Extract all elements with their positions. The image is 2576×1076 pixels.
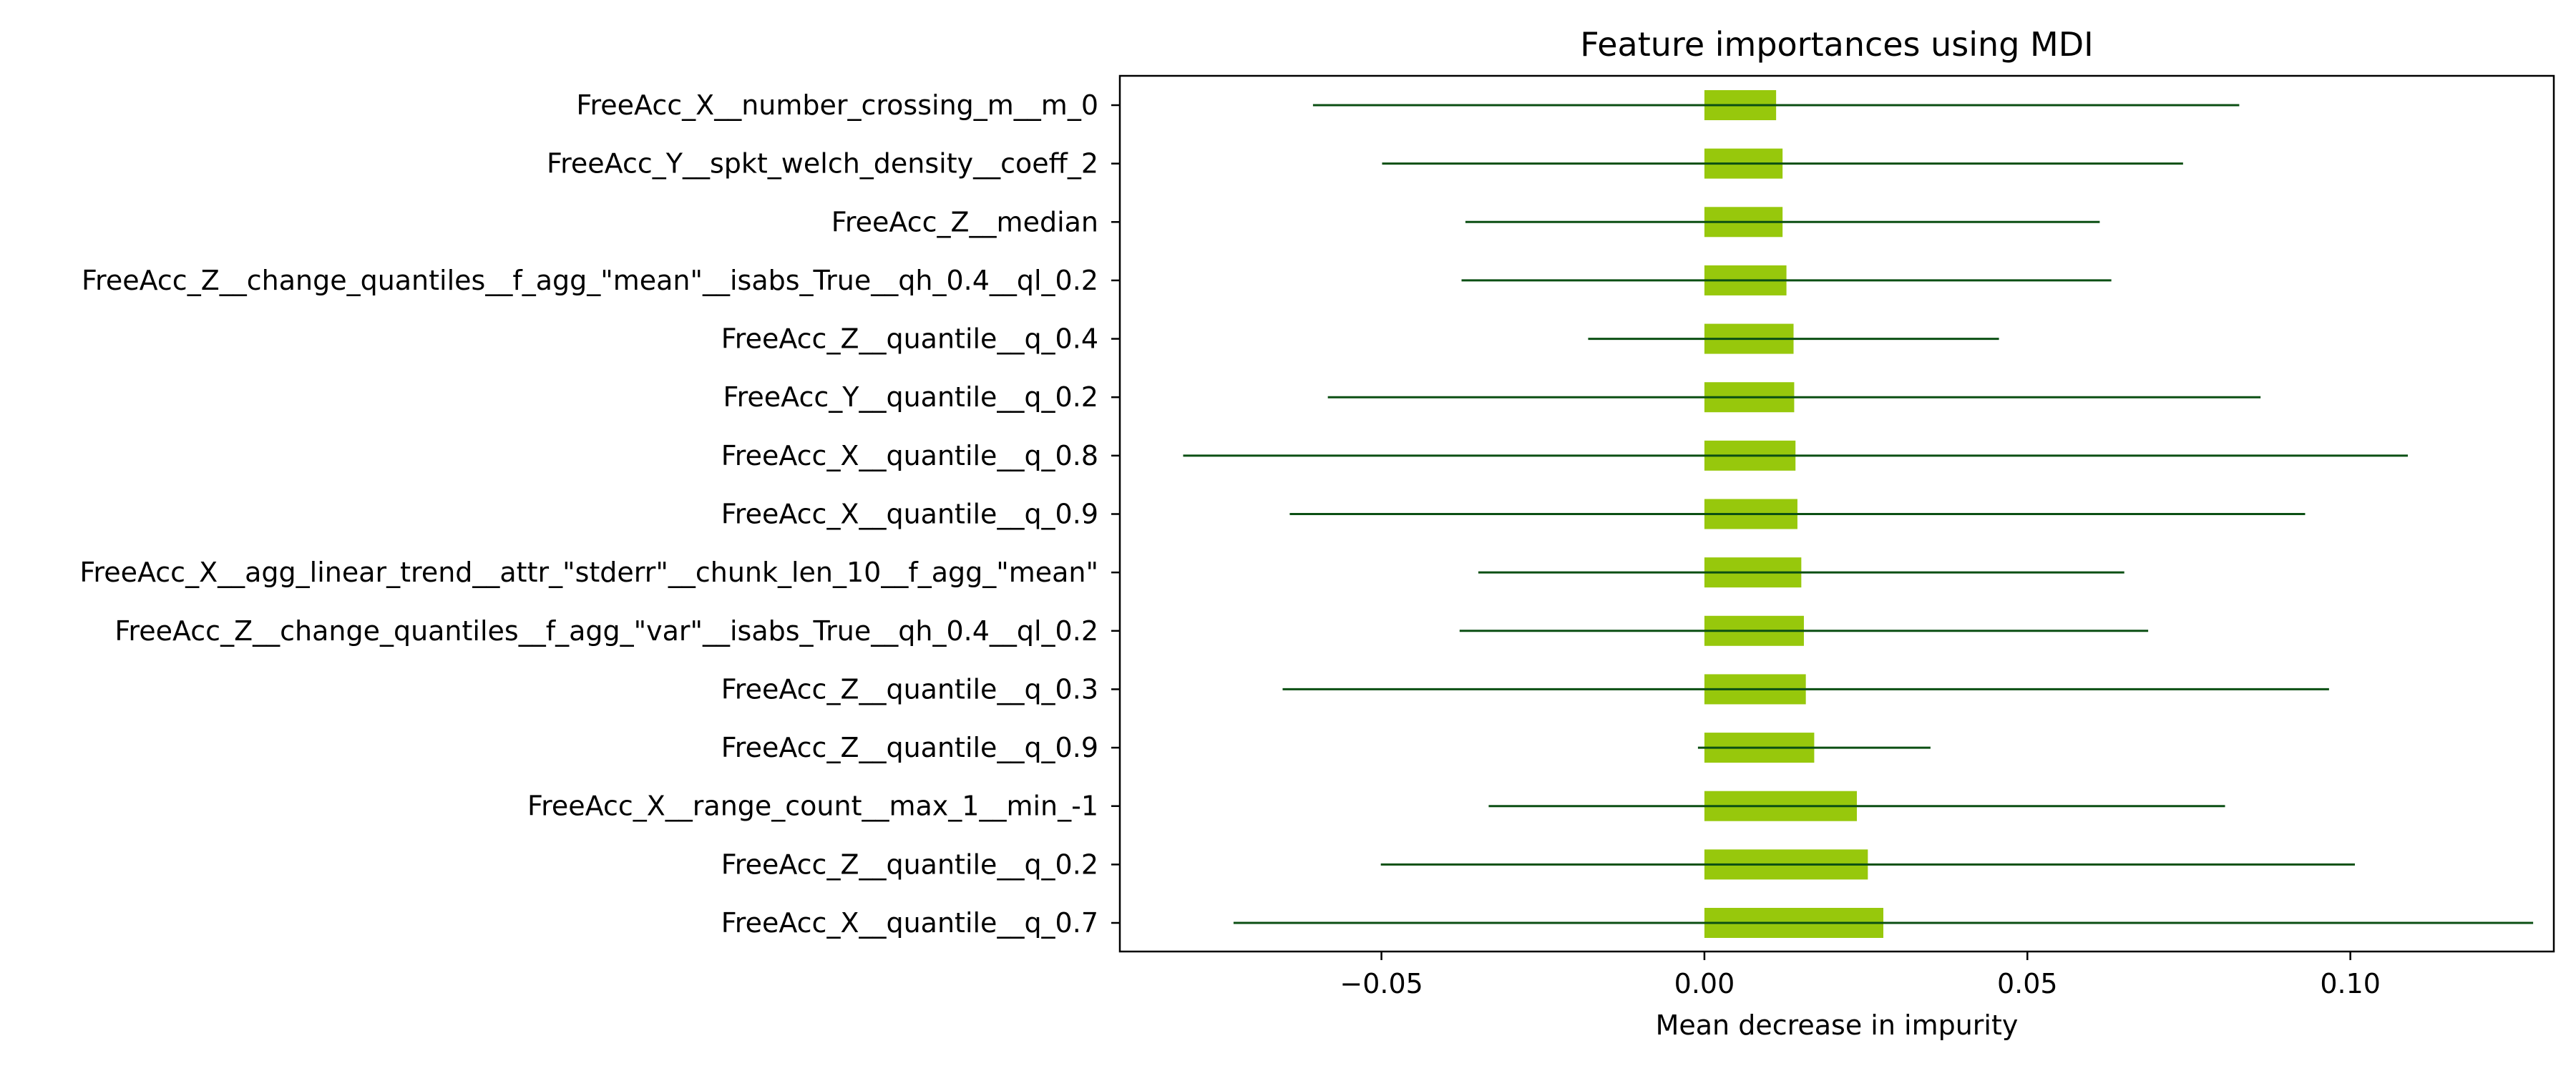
error-bars-layer — [1183, 104, 2534, 924]
y-tick-label: FreeAcc_Z__quantile__q_0.9 — [721, 732, 1098, 763]
x-tick-label: −0.05 — [1340, 968, 1423, 999]
y-tick-label: FreeAcc_X__quantile__q_0.9 — [721, 499, 1098, 530]
y-tick-label: FreeAcc_X__quantile__q_0.7 — [721, 907, 1098, 939]
y-tick-label: FreeAcc_X__number_crossing_m__m_0 — [576, 89, 1098, 121]
y-tick-label: FreeAcc_Z__change_quantiles__f_agg_"var"… — [114, 615, 1098, 647]
chart-title: Feature importances using MDI — [1580, 25, 2093, 64]
y-tick-label: FreeAcc_Z__median — [831, 206, 1098, 238]
y-tick-label: FreeAcc_Y__spkt_welch_density__coeff_2 — [547, 148, 1098, 180]
y-tick-label: FreeAcc_Y__quantile__q_0.2 — [723, 381, 1099, 413]
y-axis: FreeAcc_X__number_crossing_m__m_0 FreeAcc… — [79, 89, 1120, 939]
y-tick-label: FreeAcc_Z__quantile__q_0.2 — [721, 848, 1098, 880]
y-tick-label: FreeAcc_X__range_count__max_1__min_-1 — [527, 791, 1098, 822]
y-tick-label: FreeAcc_Z__quantile__q_0.4 — [721, 323, 1098, 355]
y-tick-label: FreeAcc_X__agg_linear_trend__attr_"stder… — [79, 557, 1098, 588]
x-tick-label: 0.05 — [1997, 968, 2058, 999]
x-axis: −0.05 0.00 0.05 0.10 — [1340, 952, 2381, 999]
y-tick-label: FreeAcc_X__quantile__q_0.8 — [721, 440, 1098, 471]
y-tick-label: FreeAcc_Z__quantile__q_0.3 — [721, 673, 1098, 705]
y-tick-label: FreeAcc_Z__change_quantiles__f_agg_"mean… — [82, 265, 1098, 296]
x-tick-label: 0.10 — [2320, 968, 2381, 999]
x-tick-label: 0.00 — [1674, 968, 1735, 999]
x-axis-label: Mean decrease in impurity — [1656, 1009, 2019, 1041]
